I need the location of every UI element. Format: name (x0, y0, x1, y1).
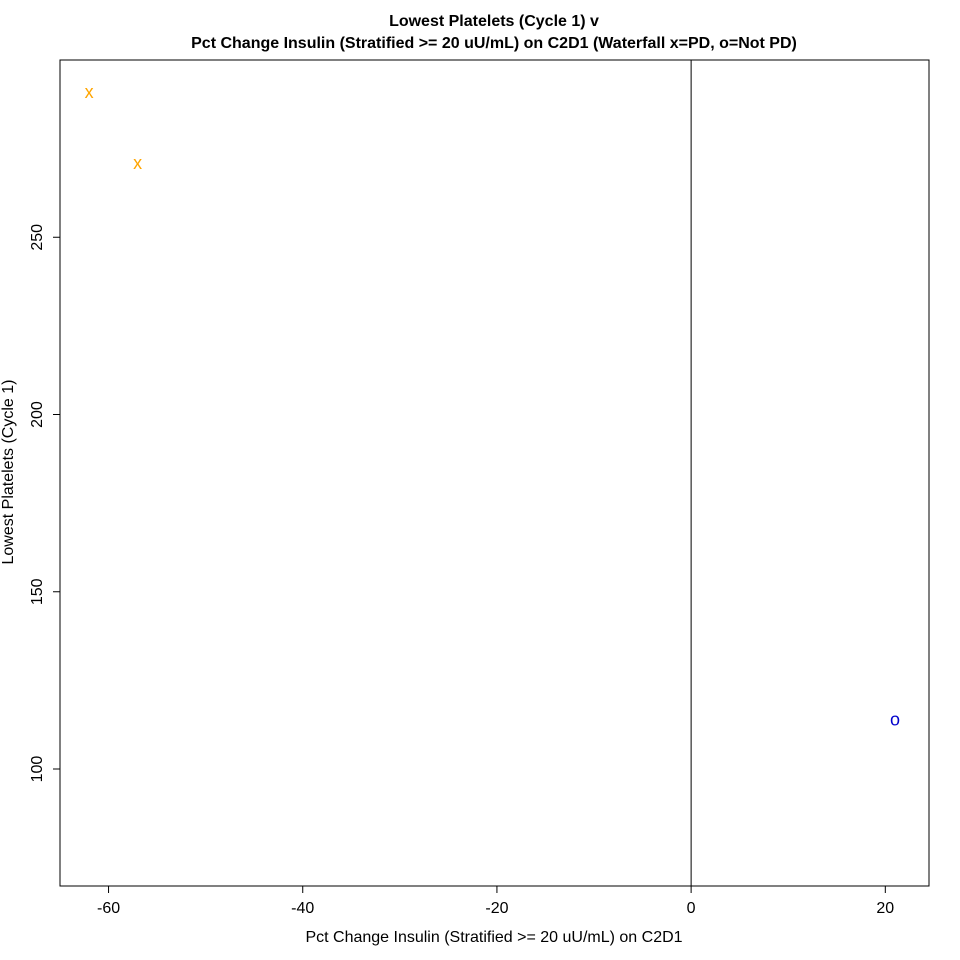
chart-title: Lowest Platelets (Cycle 1) v (389, 13, 599, 30)
x-tick-label: 0 (687, 900, 696, 917)
x-tick-label: -60 (97, 900, 120, 917)
plot-frame (59, 59, 930, 887)
x-tick-label: -40 (291, 900, 314, 917)
x-axis: -60 -40 -20 0 20 (97, 886, 894, 917)
data-points: x x o (85, 82, 900, 729)
data-point: x (133, 153, 142, 173)
x-tick-label: 20 (876, 900, 894, 917)
y-tick-label: 200 (29, 401, 46, 428)
y-axis: 100 150 200 250 (29, 224, 60, 783)
y-tick-label: 150 (29, 578, 46, 605)
x-axis-label: Pct Change Insulin (Stratified >= 20 uU/… (305, 929, 682, 946)
data-point: o (890, 709, 900, 729)
y-tick-label: 250 (29, 224, 46, 251)
x-tick-label: -20 (485, 900, 508, 917)
data-point: x (85, 82, 94, 102)
chart-subtitle: Pct Change Insulin (Stratified >= 20 uU/… (191, 35, 797, 52)
y-tick-label: 100 (29, 756, 46, 783)
y-axis-label: Lowest Platelets (Cycle 1) (0, 380, 17, 565)
